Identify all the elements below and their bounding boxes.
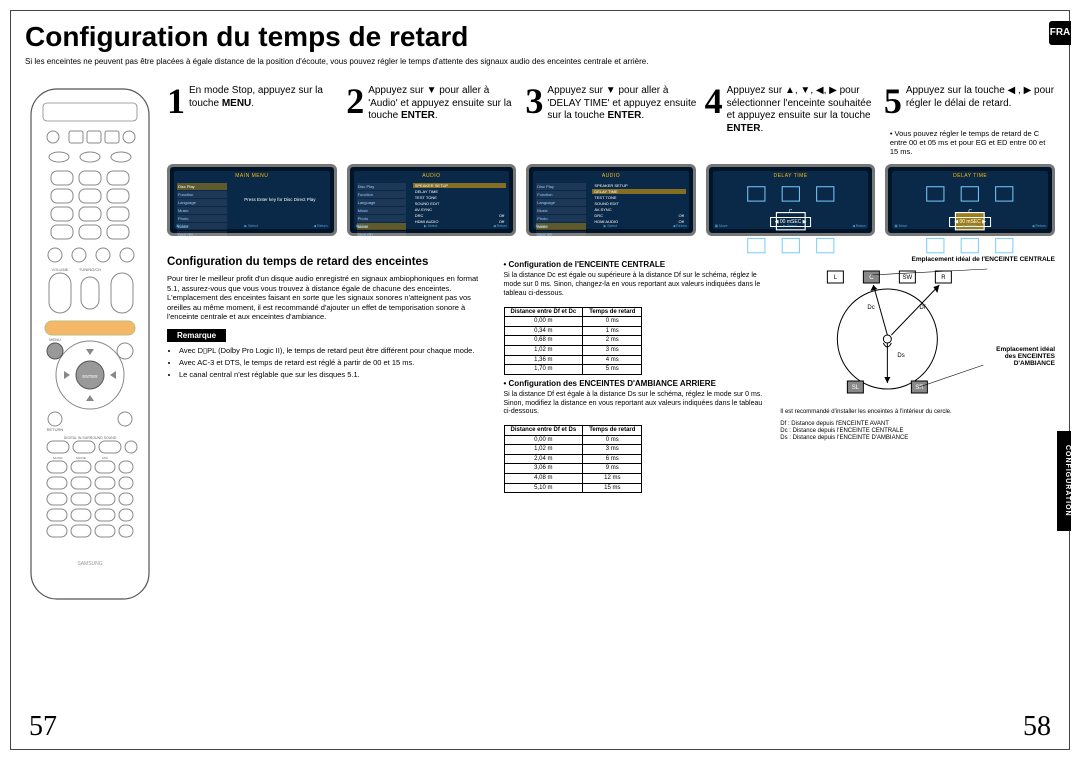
step-5-note: • Vous pouvez régler le temps de retard … <box>890 129 1055 156</box>
step-1: 1 En mode Stop, appuyez sur la touche ME… <box>167 85 338 156</box>
step-number: 1 <box>167 85 185 117</box>
remark-badge: Remarque <box>167 329 226 342</box>
svg-text:R: R <box>941 275 946 281</box>
step-number: 4 <box>705 85 723 117</box>
remark-item: Avec D▯PL (Dolby Pro Logic II), le temps… <box>179 346 490 356</box>
page-title: Configuration du temps de retard <box>25 21 1055 53</box>
diagram-side-label: Emplacement idéal des ENCEINTES D'AMBIAN… <box>995 346 1055 367</box>
steps-row: 1 En mode Stop, appuyez sur la touche ME… <box>167 85 1055 156</box>
step-text: En mode Stop, appuyez sur la touche MENU… <box>189 85 338 110</box>
svg-text:MENU: MENU <box>49 337 61 342</box>
svg-text:Df: Df <box>920 305 926 311</box>
language-tab: FRA <box>1049 21 1071 45</box>
page-subtitle: Si les enceintes ne peuvent pas être pla… <box>25 57 1055 67</box>
speakers-section-title: Configuration du temps de retard des enc… <box>167 256 490 268</box>
step-text: Appuyez sur ▼ pour aller à 'DELAY TIME' … <box>547 85 696 123</box>
svg-text:C: C <box>869 275 874 281</box>
page-number-right: 58 <box>1023 711 1051 743</box>
step-2: 2 Appuyez sur ▼ pour aller à 'Audio' et … <box>346 85 517 156</box>
diagram-top-label: Emplacement idéal de l'ENCEINTE CENTRALE <box>780 256 1055 263</box>
step-text: Appuyez sur ▼ pour aller à 'Audio' et ap… <box>368 85 517 123</box>
svg-text:Ds: Ds <box>898 353 905 359</box>
svg-text:SAMSUNG: SAMSUNG <box>77 561 102 567</box>
tv-screens-row: MAIN MENUDisc PlayFunctionLanguageMusicP… <box>167 164 1055 236</box>
center-delay-table: Distance entre Df et DcTemps de retard0,… <box>504 307 643 375</box>
tv-screen: MAIN MENUDisc PlayFunctionLanguageMusicP… <box>167 164 337 236</box>
svg-text:ENTER: ENTER <box>82 374 98 379</box>
step-text: Appuyez sur la touche ◀ , ▶ pour régler … <box>906 85 1055 117</box>
surround-speaker-text: Si la distance Df est égale à la distanc… <box>504 391 767 417</box>
speaker-layout-diagram: Emplacement idéal de l'ENCEINTE CENTRALE… <box>780 256 1055 442</box>
remote-control-illustration: TUNING/CH VOLUME ENTER MENU <box>25 85 155 607</box>
svg-text:SL: SL <box>852 385 860 391</box>
section-tab: CONFIGURATION <box>1057 431 1071 531</box>
center-speaker-text: Si la distance Dc est égale ou supérieur… <box>504 272 767 298</box>
step-text: Appuyez sur ▲, ▼, ◀, ▶ pour sélectionner… <box>727 85 876 135</box>
remark-item: Avec AC-3 et DTS, le temps de retard est… <box>179 358 490 368</box>
remark-list: Avec D▯PL (Dolby Pro Logic II), le temps… <box>167 346 490 379</box>
diagram-legend: Df : Distance depuis l'ENCEINTE AVANTDc … <box>780 421 1055 443</box>
svg-text:Dc: Dc <box>868 305 875 311</box>
svg-text:MUSIC: MUSIC <box>53 456 64 460</box>
surround-delay-table: Distance entre Df et DsTemps de retard0,… <box>504 425 643 493</box>
remark-item: Le canal central n'est réglable que sur … <box>179 370 490 380</box>
step-number: 5 <box>884 85 902 117</box>
speakers-section-text: Pour tirer le meilleur profit d'un disqu… <box>167 274 490 321</box>
remote-svg: TUNING/CH VOLUME ENTER MENU <box>25 85 155 605</box>
svg-text:MOVIE: MOVIE <box>76 456 86 460</box>
surround-speaker-title: • Configuration des ENCEINTES D'AMBIANCE… <box>504 379 767 388</box>
step-4: 4 Appuyez sur ▲, ▼, ◀, ▶ pour sélectionn… <box>705 85 876 156</box>
svg-text:ASC: ASC <box>102 456 109 460</box>
tv-screen: DELAY TIMEC◀ 00 mSEC ▶▣ Move▶ Select◀ Re… <box>885 164 1055 236</box>
page-number-left: 57 <box>29 711 57 743</box>
svg-text:SW: SW <box>903 275 913 281</box>
step-number: 3 <box>525 85 543 117</box>
svg-text:DIGITAL IN SURROUND SOUND: DIGITAL IN SURROUND SOUND <box>64 436 117 440</box>
step-number: 2 <box>346 85 364 117</box>
svg-text:RETURN: RETURN <box>47 427 64 432</box>
diagram-caption: Il est recommandé d'installer les encein… <box>780 409 1055 416</box>
step-3: 3 Appuyez sur ▼ pour aller à 'DELAY TIME… <box>525 85 696 156</box>
svg-text:TUNING/CH: TUNING/CH <box>79 267 101 272</box>
svg-text:VOLUME: VOLUME <box>52 267 69 272</box>
tv-screen: AUDIODisc PlayFunctionLanguageMusicPhoto… <box>347 164 517 236</box>
step-5: 5 Appuyez sur la touche ◀ , ▶ pour régle… <box>884 85 1055 156</box>
manual-page-spread: FRA CONFIGURATION Configuration du temps… <box>10 10 1070 750</box>
tv-screen: DELAY TIMEC◀ 00 mSEC ▶▣ Move▶ Select◀ Re… <box>706 164 876 236</box>
tv-screen: AUDIODisc PlayFunctionLanguageMusicPhoto… <box>526 164 696 236</box>
